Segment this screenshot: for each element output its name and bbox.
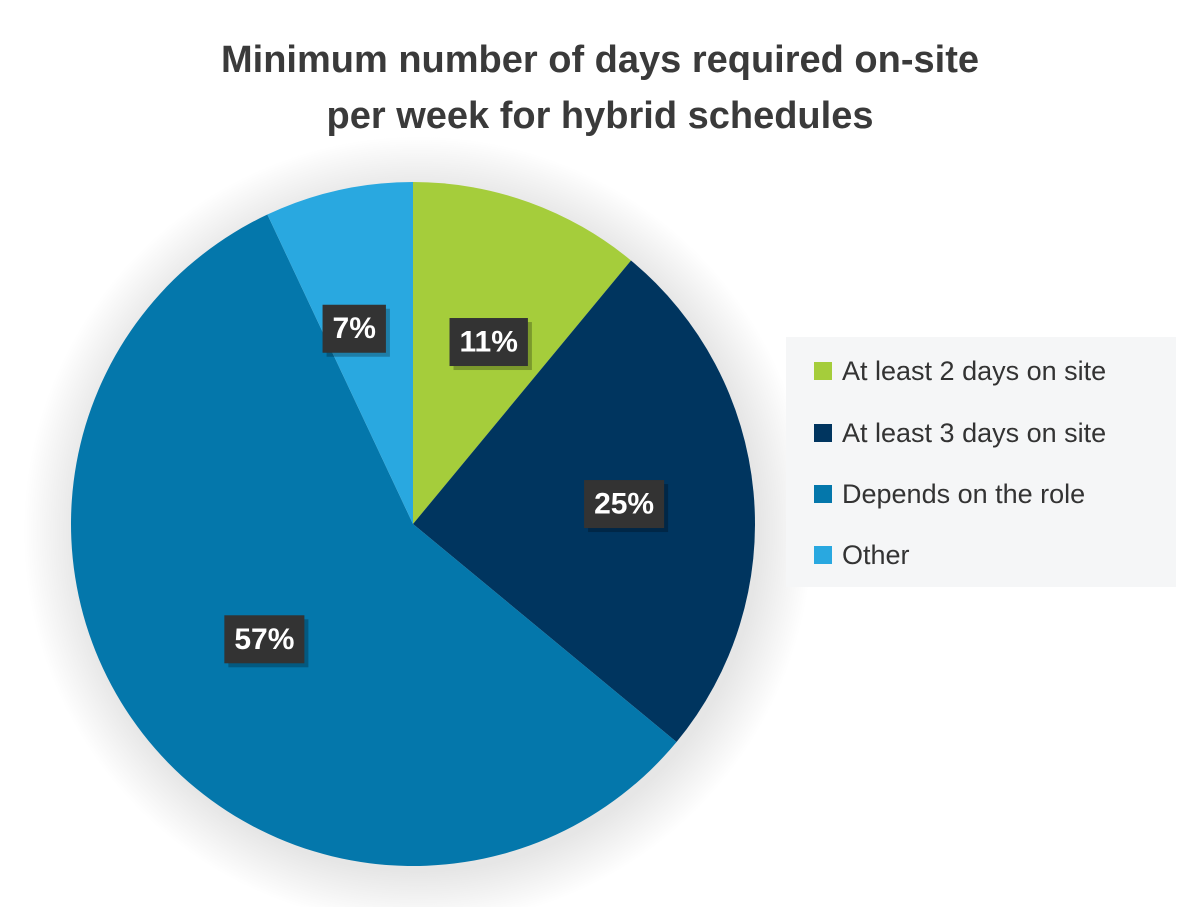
legend-item: At least 2 days on site: [814, 351, 1106, 391]
legend-swatch: [814, 424, 832, 442]
legend-item: Other: [814, 535, 910, 575]
pie-slice-depends-on-the-role: [71, 214, 677, 867]
data-label-box: [322, 304, 386, 353]
legend-item: Depends on the role: [814, 474, 1085, 514]
legend-label: At least 2 days on site: [842, 355, 1107, 386]
pie-slice-at-least-3-days-on-site: [413, 260, 755, 742]
legend-swatch: [814, 362, 832, 380]
legend-swatch: [814, 485, 832, 503]
data-label: 11%: [460, 326, 518, 359]
data-label: 57%: [234, 623, 294, 656]
legend-item: At least 3 days on site: [814, 413, 1106, 453]
chart-title-line-2: per week for hybrid schedules: [326, 95, 874, 137]
data-label: 25%: [594, 488, 654, 521]
data-label: 7%: [333, 312, 376, 345]
data-label-box: [584, 480, 665, 529]
chart-title-line-1: Minimum number of days required on-site: [221, 39, 979, 81]
legend-label: Depends on the role: [842, 478, 1086, 509]
chart-title: Minimum number of days required on-site …: [0, 32, 1200, 144]
legend: At least 2 days on site At least 3 days …: [786, 337, 1176, 587]
pie-slices: [71, 182, 755, 867]
legend-label: Other: [842, 539, 910, 570]
legend-label: At least 3 days on site: [842, 417, 1107, 448]
data-label-box: [449, 318, 528, 367]
data-label-box: [224, 615, 305, 664]
pie-slice-other: [267, 182, 413, 524]
legend-swatch: [814, 546, 832, 564]
pie-data-labels: 11% 25% 57% 7%: [224, 304, 669, 668]
